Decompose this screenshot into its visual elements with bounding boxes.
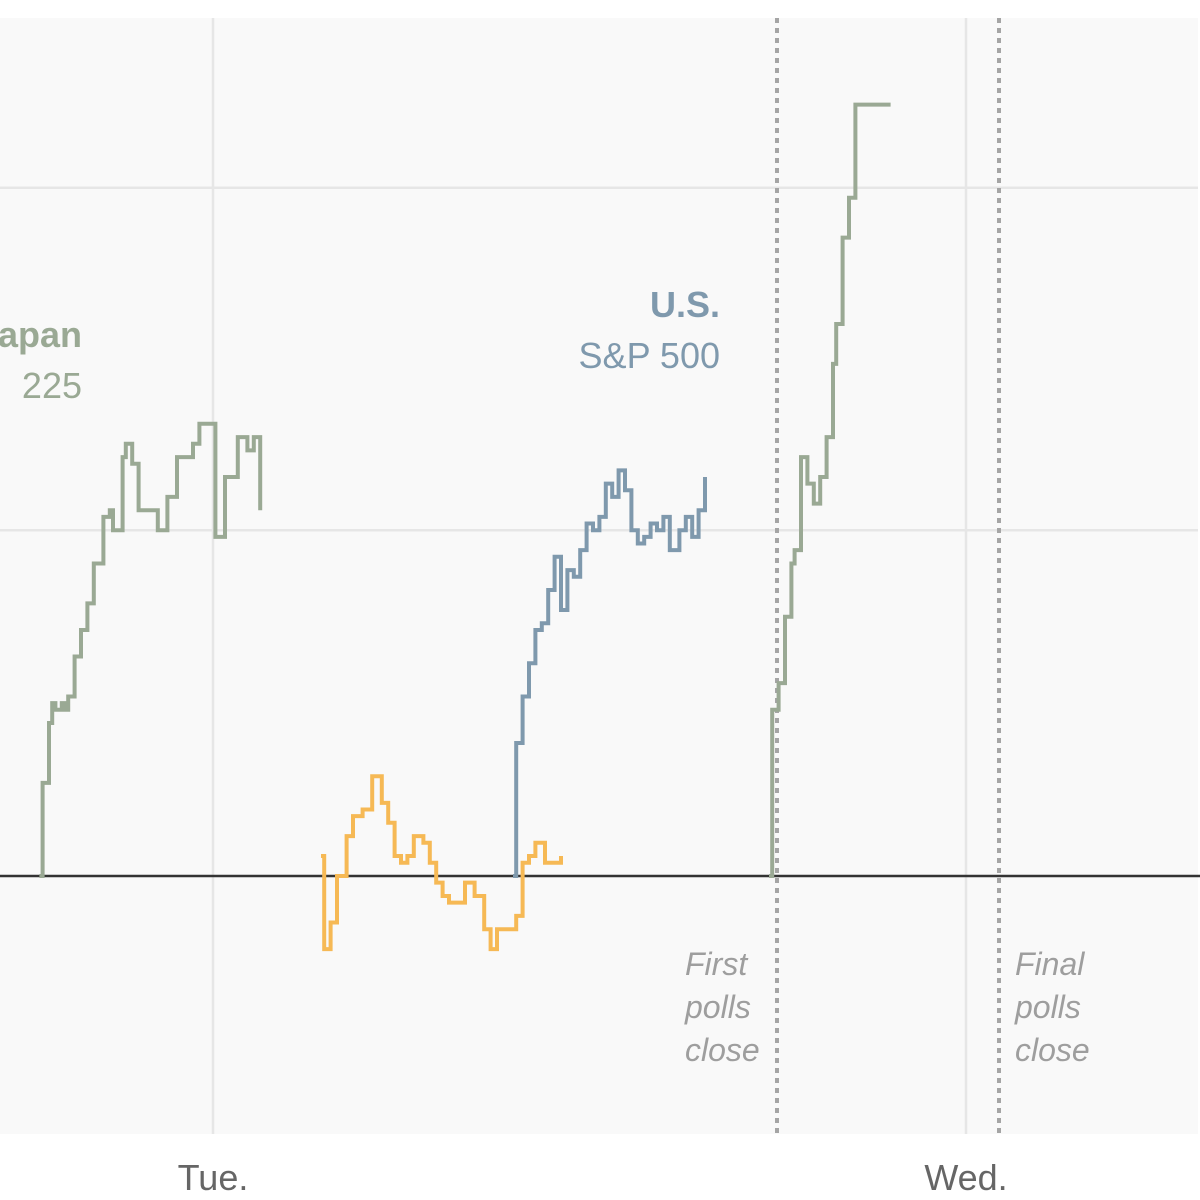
- us-series-index: S&P 500: [579, 335, 720, 376]
- series-line-us: [513, 468, 707, 878]
- x-gridlines: [211, 18, 968, 1134]
- series-layer: [39, 102, 891, 952]
- series-line-japan_wed: [769, 102, 891, 878]
- first-polls-annotation-line3: close: [685, 1032, 760, 1068]
- us-series-name: U.S.: [650, 284, 720, 325]
- first-polls-annotation-line1: First: [685, 946, 748, 982]
- japan-series-name: apan: [0, 314, 82, 355]
- final-polls-annotation-line2: polls: [1014, 989, 1081, 1025]
- series-line-orange: [321, 774, 563, 952]
- final-polls-annotation-line3: close: [1015, 1032, 1090, 1068]
- japan-series-index: 225: [22, 365, 82, 406]
- first-polls-annotation-line2: polls: [684, 989, 751, 1025]
- final-polls-annotation-line1: Final: [1015, 946, 1085, 982]
- series-line-japan_tue: [39, 421, 263, 878]
- x-tick-tue: Tue.: [178, 1157, 249, 1198]
- x-tick-wed: Wed.: [924, 1157, 1007, 1198]
